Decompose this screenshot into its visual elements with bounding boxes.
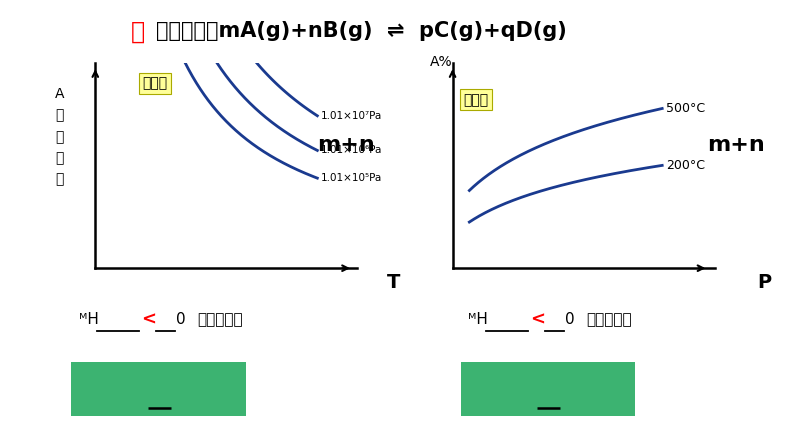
Text: 500°C: 500°C: [666, 102, 706, 115]
Text: A: A: [55, 87, 64, 101]
Text: A%: A%: [430, 55, 453, 69]
Text: m+n: m+n: [318, 135, 376, 155]
Text: 正反应放热: 正反应放热: [197, 312, 242, 327]
Text: 1.01×10⁶Pa: 1.01×10⁶Pa: [321, 145, 382, 156]
Text: <: <: [530, 311, 545, 329]
Text: 1.01×10⁵Pa: 1.01×10⁵Pa: [321, 173, 382, 183]
Text: <: <: [141, 311, 156, 329]
Text: 1.01×10⁷Pa: 1.01×10⁷Pa: [321, 111, 382, 121]
Text: 率: 率: [56, 173, 64, 187]
Text: P: P: [757, 273, 772, 292]
Text: 正反应放热: 正反应放热: [586, 312, 631, 327]
Text: ：对于反应mA(g)+nB(g)  ⇌  pC(g)+qD(g): ：对于反应mA(g)+nB(g) ⇌ pC(g)+qD(g): [156, 21, 566, 41]
Text: 0: 0: [565, 312, 575, 327]
Text: 化: 化: [56, 151, 64, 165]
Text: 例: 例: [131, 19, 145, 43]
Text: ᴹH: ᴹH: [468, 312, 488, 327]
Text: m+n: m+n: [707, 135, 765, 155]
Text: 0: 0: [176, 312, 186, 327]
Text: 恒压线: 恒压线: [142, 76, 168, 90]
Text: 恒温线: 恒温线: [463, 93, 488, 107]
Text: ᴹH: ᴹH: [79, 312, 99, 327]
Text: 的: 的: [56, 108, 64, 122]
Text: T: T: [387, 273, 401, 292]
Text: 200°C: 200°C: [666, 159, 705, 172]
Text: 转: 转: [56, 130, 64, 144]
